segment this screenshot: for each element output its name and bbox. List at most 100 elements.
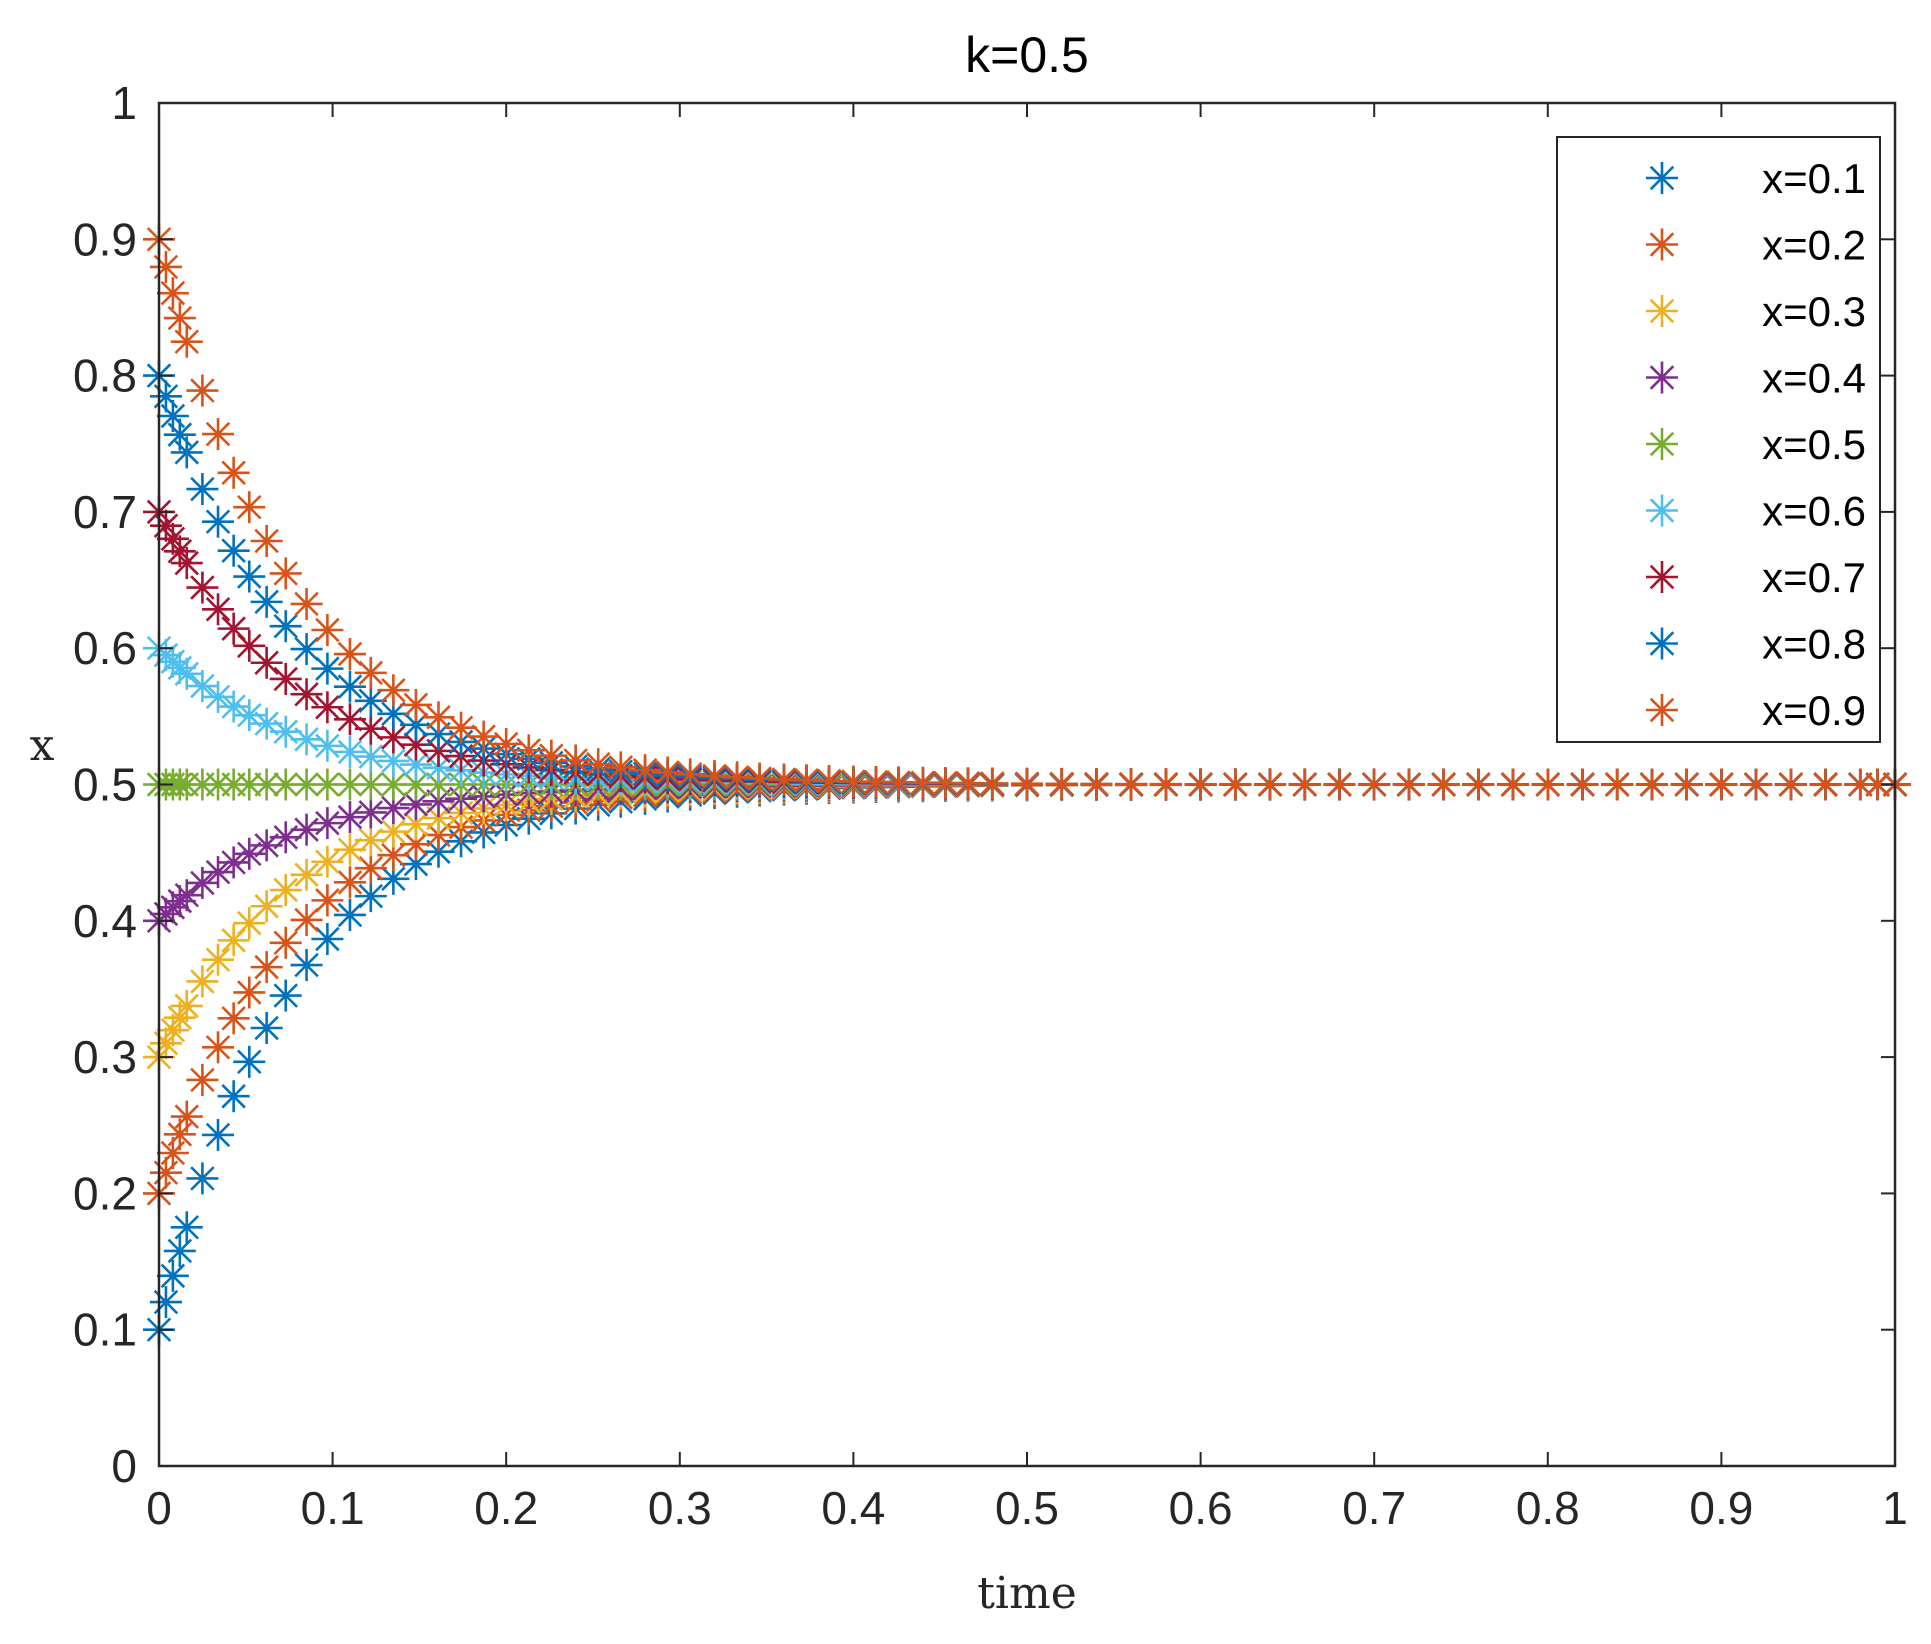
legend-marker bbox=[1646, 494, 1678, 527]
data-point bbox=[1670, 768, 1703, 801]
data-point bbox=[333, 801, 366, 834]
data-point bbox=[399, 788, 432, 821]
data-point bbox=[377, 792, 410, 825]
data-point bbox=[163, 1234, 196, 1267]
data-point bbox=[156, 277, 189, 310]
data-point bbox=[269, 821, 302, 854]
legend-item: x=0.1 bbox=[1646, 155, 1866, 202]
data-point bbox=[233, 560, 266, 593]
data-point bbox=[354, 740, 387, 773]
y-tick-label: 1 bbox=[111, 77, 137, 129]
legend-item: x=0.5 bbox=[1646, 421, 1866, 468]
data-point bbox=[233, 699, 266, 732]
data-point bbox=[1358, 768, 1391, 801]
legend-marker bbox=[1646, 228, 1678, 261]
legend-marker bbox=[1646, 627, 1678, 660]
legend-label: x=0.9 bbox=[1762, 687, 1866, 734]
data-point bbox=[1254, 768, 1287, 801]
data-point bbox=[399, 688, 432, 721]
data-point bbox=[290, 723, 323, 756]
data-point bbox=[354, 852, 387, 885]
data-point bbox=[170, 989, 203, 1022]
x-tick-label: 0.1 bbox=[301, 1482, 365, 1534]
data-point bbox=[269, 715, 302, 748]
legend-item: x=0.2 bbox=[1646, 222, 1866, 269]
y-tick-label: 0.4 bbox=[73, 895, 137, 947]
data-point bbox=[490, 728, 523, 761]
data-point bbox=[311, 884, 344, 917]
legend-marker bbox=[1646, 295, 1678, 327]
data-point bbox=[202, 1118, 235, 1151]
y-tick-label: 0.2 bbox=[73, 1167, 137, 1219]
data-point bbox=[202, 1031, 235, 1064]
legend-label: x=0.1 bbox=[1762, 155, 1866, 202]
x-tick-label: 0.2 bbox=[474, 1482, 538, 1534]
legend-marker bbox=[1646, 162, 1678, 194]
legend-marker bbox=[1646, 694, 1678, 726]
y-tick-label: 0 bbox=[111, 1440, 137, 1492]
data-point bbox=[202, 856, 235, 889]
legend-item: x=0.3 bbox=[1646, 288, 1866, 335]
data-point bbox=[250, 890, 283, 923]
x-axis-label: time bbox=[977, 1568, 1077, 1619]
data-point bbox=[290, 949, 323, 982]
data-point bbox=[906, 766, 939, 799]
series-x=0.9 bbox=[143, 223, 1911, 801]
data-point bbox=[186, 473, 219, 506]
legend-item: x=0.8 bbox=[1646, 621, 1866, 668]
data-point bbox=[1635, 768, 1668, 801]
data-point bbox=[202, 505, 235, 538]
data-point bbox=[269, 874, 302, 907]
legend-label: x=0.2 bbox=[1762, 222, 1866, 269]
data-point bbox=[170, 325, 203, 358]
x-tick-label: 0.7 bbox=[1342, 1482, 1406, 1534]
legend-marker bbox=[1646, 428, 1678, 460]
legend-item: x=0.6 bbox=[1646, 488, 1866, 535]
data-point bbox=[354, 768, 387, 801]
data-point bbox=[674, 758, 707, 791]
x-tick-label: 0.8 bbox=[1516, 1482, 1580, 1534]
legend-label: x=0.6 bbox=[1762, 488, 1866, 535]
data-point bbox=[170, 547, 203, 580]
data-point bbox=[1740, 768, 1773, 801]
data-point bbox=[1149, 768, 1182, 801]
data-point bbox=[1809, 768, 1842, 801]
y-tick-label: 0.9 bbox=[73, 213, 137, 265]
y-tick-label: 0.5 bbox=[73, 759, 137, 811]
data-point bbox=[1219, 768, 1252, 801]
data-point bbox=[186, 374, 219, 407]
data-point bbox=[333, 670, 366, 703]
data-point bbox=[333, 638, 366, 671]
data-point bbox=[1011, 767, 1043, 800]
data-point bbox=[333, 735, 366, 768]
data-point bbox=[217, 1080, 250, 1113]
data-point bbox=[290, 633, 323, 666]
data-point bbox=[1462, 768, 1495, 801]
data-point bbox=[1115, 768, 1148, 801]
data-point bbox=[767, 763, 800, 796]
x-tick-label: 0.9 bbox=[1689, 1482, 1753, 1534]
data-point bbox=[202, 418, 235, 451]
data-point bbox=[976, 767, 1009, 800]
axis-ticks: 0 0.1 0.2 0.3 0.4 0.5 0.6 0.7 0.8 0.9 1 0 0.1 0.2 0.3 0… bbox=[73, 77, 1908, 1534]
data-point bbox=[163, 302, 196, 335]
data-point bbox=[535, 739, 568, 772]
x-tick-label: 0 bbox=[146, 1482, 172, 1534]
data-point bbox=[1566, 768, 1599, 801]
data-point bbox=[399, 828, 432, 861]
data-point bbox=[233, 491, 266, 524]
data-point bbox=[186, 1063, 219, 1096]
x-tick-label: 0.4 bbox=[821, 1482, 885, 1534]
data-point bbox=[269, 926, 302, 959]
data-point bbox=[333, 703, 366, 736]
data-point bbox=[186, 1162, 219, 1195]
data-point bbox=[311, 807, 344, 840]
data-point bbox=[377, 674, 410, 707]
data-point bbox=[698, 759, 731, 792]
data-point bbox=[217, 534, 250, 567]
data-point bbox=[604, 751, 637, 784]
legend-label: x=0.8 bbox=[1762, 621, 1866, 668]
data-point bbox=[170, 436, 203, 469]
legend-item: x=0.9 bbox=[1646, 687, 1866, 734]
data-point bbox=[202, 943, 235, 976]
